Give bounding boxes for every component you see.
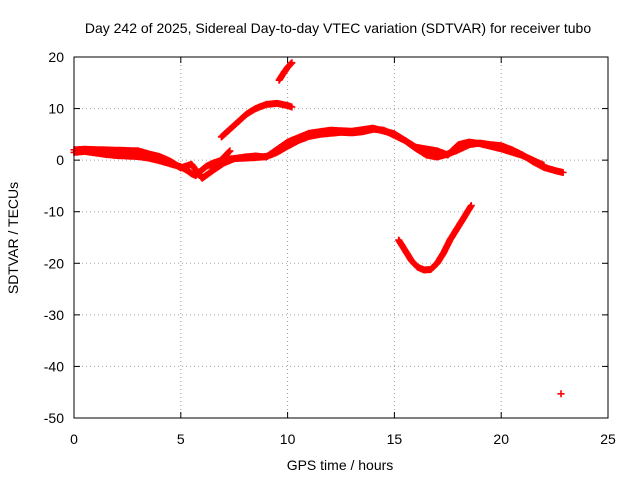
x-axis-label: GPS time / hours xyxy=(287,457,394,473)
series-short-track-rise xyxy=(209,147,234,172)
x-tick-label: 25 xyxy=(600,431,616,447)
grid-lines xyxy=(74,57,608,418)
x-tick-label: 10 xyxy=(280,431,296,447)
x-tick-label: 20 xyxy=(493,431,509,447)
x-tick-label: 5 xyxy=(177,431,185,447)
plot-frame xyxy=(73,56,609,419)
y-tick-label: -20 xyxy=(44,255,64,271)
axis-ticks xyxy=(73,56,609,419)
x-tick-label: 0 xyxy=(70,431,78,447)
series-upper-spike xyxy=(275,59,296,84)
series-main-track-b xyxy=(70,124,548,182)
y-tick-label: 0 xyxy=(56,152,64,168)
series-outlier xyxy=(557,390,565,398)
y-tick-label: -50 xyxy=(44,410,64,426)
series-upper-arc xyxy=(217,99,296,141)
series-lower-dip xyxy=(395,202,475,274)
y-tick-label: 10 xyxy=(48,101,64,117)
y-tick-label: -40 xyxy=(44,358,64,374)
y-axis-label: SDTVAR / TECUs xyxy=(5,182,21,294)
y-tick-label: -30 xyxy=(44,307,64,323)
y-tick-label: 20 xyxy=(48,49,64,65)
tick-labels: 0 5 10 15 20 25 -50 -40 -30 -20 -10 0 10 20 xyxy=(44,49,616,447)
x-tick-label: 15 xyxy=(387,431,403,447)
chart-title: Day 242 of 2025, Sidereal Day-to-day VTE… xyxy=(85,20,592,36)
data-points xyxy=(70,59,567,398)
y-tick-label: -10 xyxy=(44,204,64,220)
